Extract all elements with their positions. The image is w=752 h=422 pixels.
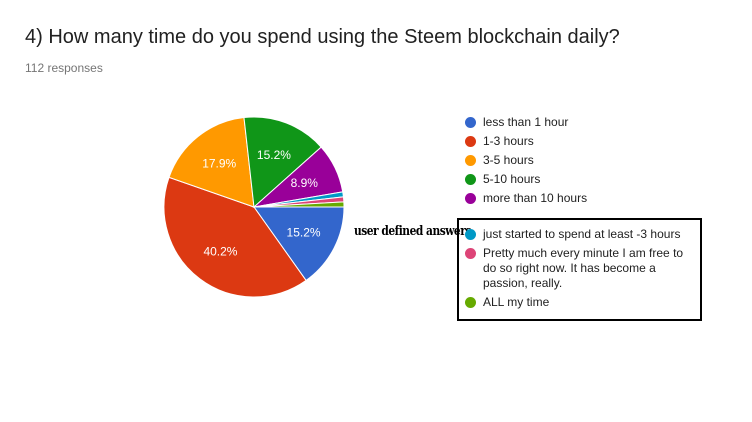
legend-swatch-icon: [465, 193, 476, 204]
legend-swatch-icon: [465, 297, 476, 308]
legend-label: 5-10 hours: [483, 172, 541, 186]
legend-item: 1-3 hours: [465, 134, 587, 153]
legend-swatch-icon: [465, 229, 476, 240]
question-title: 4) How many time do you spend using the …: [25, 26, 620, 48]
slice-label: 40.2%: [203, 245, 237, 259]
slice-label: 17.9%: [202, 156, 236, 170]
response-count: 112 responses: [25, 61, 103, 75]
slice-label: 15.2%: [287, 226, 321, 240]
user-defined-answers-box: just started to spend at least -3 hours …: [457, 218, 702, 321]
legend-swatch-icon: [465, 155, 476, 166]
legend-swatch-icon: [465, 117, 476, 128]
legend-item: more than 10 hours: [465, 191, 587, 210]
legend-main: less than 1 hour 1-3 hours 3-5 hours 5-1…: [465, 115, 587, 210]
legend-item: less than 1 hour: [465, 115, 587, 134]
annotation-label: user defined answers: [354, 224, 471, 239]
legend-item: Pretty much every minute I am free to do…: [465, 246, 694, 291]
pie-slice: [243, 116, 322, 209]
pie-slice: [168, 117, 255, 208]
legend-swatch-icon: [465, 136, 476, 147]
legend-item: just started to spend at least -3 hours: [465, 227, 694, 242]
slice-label: 8.9%: [291, 176, 319, 190]
legend-item: ALL my time: [465, 295, 694, 310]
slice-label: 15.2%: [257, 148, 291, 162]
legend-label: Pretty much every minute I am free to do…: [483, 246, 684, 290]
pie-slice: [253, 206, 345, 282]
legend-label: 1-3 hours: [483, 134, 534, 148]
legend-label: just started to spend at least -3 hours: [483, 227, 681, 241]
legend-label: less than 1 hour: [483, 115, 569, 129]
legend-item: 3-5 hours: [465, 153, 587, 172]
legend-swatch-icon: [465, 248, 476, 259]
legend-label: 3-5 hours: [483, 153, 534, 167]
legend-swatch-icon: [465, 174, 476, 185]
pie-slice: [253, 201, 345, 208]
legend-label: ALL my time: [483, 295, 550, 309]
legend-label: more than 10 hours: [483, 191, 588, 205]
legend-item: 5-10 hours: [465, 172, 587, 191]
pie-slice: [163, 176, 307, 298]
